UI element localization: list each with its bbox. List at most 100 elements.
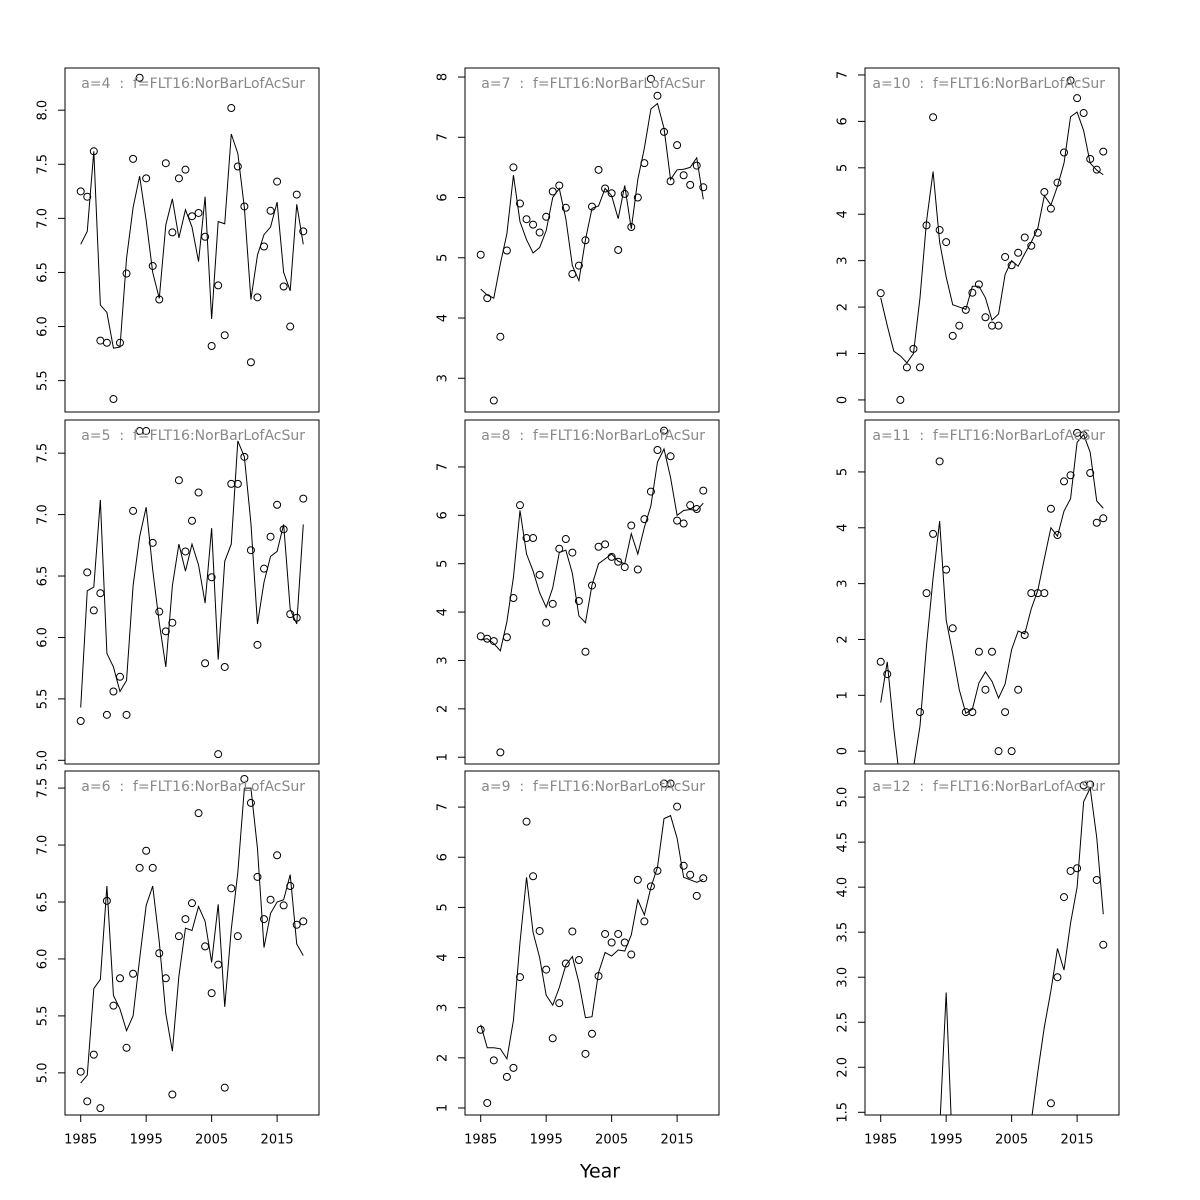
x-tick-label: 1995 (930, 1133, 963, 1148)
point (207, 573, 216, 582)
point (633, 565, 642, 574)
point (207, 342, 216, 351)
x-tick-label: 1985 (464, 1133, 497, 1148)
point (640, 917, 649, 926)
point (588, 202, 596, 211)
point (614, 929, 623, 938)
point (1079, 431, 1088, 440)
point (1099, 940, 1108, 949)
point (581, 647, 590, 656)
point (568, 927, 577, 936)
point (561, 959, 570, 968)
point (286, 322, 295, 331)
point (83, 568, 92, 577)
fit-line (80, 440, 304, 708)
point (686, 180, 695, 189)
point (922, 589, 931, 598)
panel-border (64, 419, 320, 765)
point (614, 557, 623, 566)
point (96, 1104, 105, 1113)
point (260, 564, 269, 573)
point (1092, 518, 1101, 527)
x-tick-label: 2005 (195, 1133, 228, 1148)
point (89, 606, 98, 615)
point (174, 932, 183, 941)
point (76, 1067, 85, 1076)
point (1086, 780, 1095, 789)
point (542, 212, 551, 221)
point (692, 161, 701, 170)
point (214, 960, 223, 969)
panel (876, 428, 1108, 764)
point (574, 596, 583, 605)
point (142, 846, 151, 855)
y-tick-label: 7.0 (36, 835, 51, 856)
point (640, 515, 649, 524)
y-tick-label: 2 (836, 303, 851, 311)
point (1027, 241, 1036, 250)
point (542, 965, 551, 974)
point (968, 708, 977, 717)
point (1046, 204, 1055, 213)
point (155, 949, 164, 958)
point (246, 358, 255, 367)
point (955, 321, 964, 330)
x-tick-label: 2015 (661, 1133, 694, 1148)
point (509, 594, 518, 603)
point (601, 929, 610, 938)
y-tick-label: 4 (436, 608, 451, 616)
point (227, 884, 236, 893)
y-tick-label: 7 (436, 133, 451, 141)
point (168, 228, 177, 237)
point (627, 223, 636, 232)
point (181, 915, 190, 924)
point (515, 501, 524, 510)
point (83, 192, 92, 201)
point (535, 570, 544, 579)
point (620, 189, 629, 198)
panel (76, 427, 308, 759)
panel-border (464, 770, 720, 1116)
point (627, 950, 636, 959)
point (1099, 514, 1108, 523)
point (633, 193, 642, 202)
point (161, 627, 170, 636)
point (509, 1063, 518, 1072)
panel-border (464, 419, 720, 765)
point (286, 882, 295, 891)
y-tick-label: 7.5 (36, 778, 51, 799)
point (181, 165, 190, 174)
point (168, 618, 177, 627)
point (1033, 228, 1042, 237)
y-tick-label: 0 (836, 396, 851, 404)
point (273, 851, 282, 860)
point (679, 171, 688, 180)
point (201, 942, 210, 951)
x-tick-label: 1995 (530, 1133, 563, 1148)
point (1060, 148, 1069, 157)
y-tick-label: 7 (836, 71, 851, 79)
point (253, 293, 262, 302)
panel-title: a=9 : f=FLT16:NorBarLofAcSur (481, 779, 705, 795)
point (1092, 165, 1101, 174)
point (555, 181, 564, 190)
point (476, 250, 485, 259)
y-tick-label: 7 (436, 803, 451, 811)
point (555, 544, 564, 553)
y-tick-label: 5.5 (36, 689, 51, 710)
panel (476, 426, 708, 757)
y-tick-label: 1.5 (836, 1102, 851, 1123)
point (83, 1097, 92, 1106)
point (640, 159, 649, 168)
point (876, 657, 885, 666)
y-tick-label: 6 (436, 853, 451, 861)
y-tick-label: 5.0 (36, 750, 51, 771)
y-tick-label: 2 (436, 705, 451, 713)
point (876, 289, 885, 298)
point (529, 220, 538, 229)
point (607, 189, 616, 198)
point (148, 538, 157, 547)
point (109, 1001, 118, 1010)
point (1053, 531, 1062, 540)
point (981, 685, 990, 694)
